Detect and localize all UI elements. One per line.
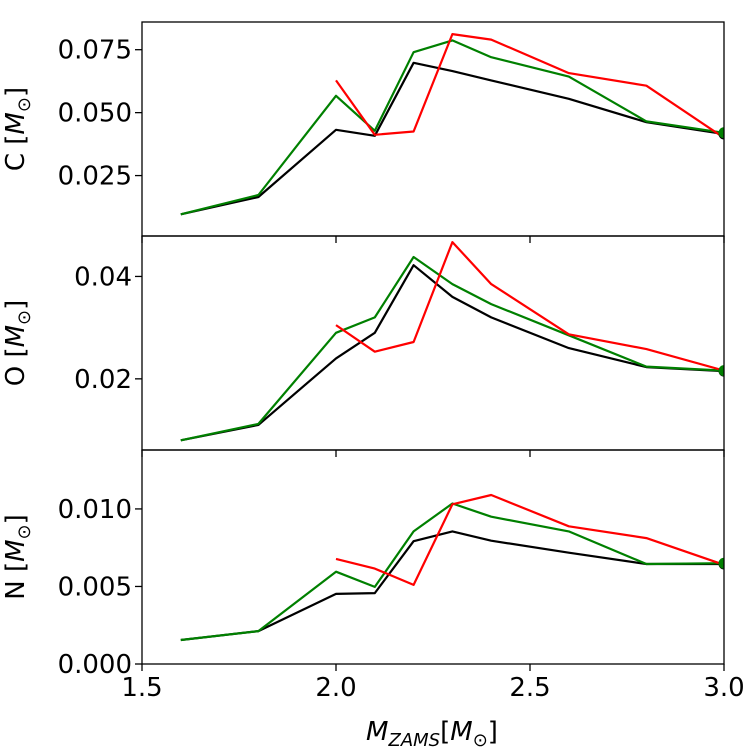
y-axis-label: N [M⊙] bbox=[1, 514, 35, 600]
series-line-black bbox=[180, 264, 724, 442]
series-group bbox=[180, 241, 724, 442]
y-label-bracket: ] bbox=[1, 87, 31, 97]
y-tick-label: 0.025 bbox=[58, 162, 132, 192]
y-tick-label: 0.050 bbox=[58, 99, 132, 129]
y-axis-label: C [M⊙] bbox=[1, 87, 35, 171]
endpoint-marker bbox=[718, 557, 724, 569]
x-tick-label: 3.0 bbox=[703, 673, 744, 703]
y-label-element: O [ bbox=[1, 347, 31, 386]
series-line-red bbox=[335, 493, 724, 587]
x-tick-label: 2.0 bbox=[315, 673, 356, 703]
y-tick-label: 0.010 bbox=[58, 495, 132, 525]
y-label-unit: M bbox=[1, 539, 31, 561]
endpoint-marker bbox=[718, 365, 724, 377]
y-axis-label: O [M⊙] bbox=[1, 300, 35, 387]
series-line-red bbox=[335, 32, 724, 139]
y-label-unit-sub: ⊙ bbox=[14, 97, 35, 112]
endpoint-marker bbox=[718, 127, 724, 139]
y-label-unit-sub: ⊙ bbox=[14, 524, 35, 539]
series-group bbox=[180, 32, 724, 216]
series-line-black bbox=[180, 61, 724, 216]
y-label-unit: M bbox=[1, 325, 31, 347]
y-label-bracket: ] bbox=[1, 514, 31, 524]
y-tick-label: 0.02 bbox=[74, 365, 132, 395]
panel-top: 0.025 0.050 0.075 C [M⊙] bbox=[1, 21, 725, 243]
series-line-green bbox=[180, 255, 724, 442]
x-tick-label: 1.5 bbox=[121, 673, 162, 703]
y-label-unit: M bbox=[1, 112, 31, 134]
panel-middle: 0.02 0.04 O [M⊙] bbox=[1, 235, 725, 457]
panel-frame bbox=[141, 449, 725, 665]
y-tick-label: 0.005 bbox=[58, 572, 132, 602]
y-label-unit-sub: ⊙ bbox=[14, 310, 35, 325]
y-tick-label: 0.04 bbox=[74, 262, 132, 292]
y-label-element: N [ bbox=[1, 562, 31, 600]
y-tick-label: 0.000 bbox=[58, 650, 132, 680]
series-line-black bbox=[180, 530, 724, 642]
x-tick-label: 2.5 bbox=[509, 673, 550, 703]
x-axis-label: MZAMS[M⊙] bbox=[366, 717, 498, 747]
panel-bottom: 0.000 0.005 0.010 1.5 2.0 2.5 3.0 N [M⊙] bbox=[1, 449, 745, 703]
y-label-bracket: ] bbox=[1, 300, 31, 310]
series-line-green bbox=[180, 39, 724, 216]
y-label-element: C [ bbox=[1, 135, 31, 172]
series-group bbox=[180, 493, 724, 642]
panel-frame bbox=[141, 235, 725, 451]
series-line-red bbox=[335, 241, 724, 372]
y-tick-label: 0.075 bbox=[58, 36, 132, 66]
series-line-green bbox=[180, 502, 724, 642]
